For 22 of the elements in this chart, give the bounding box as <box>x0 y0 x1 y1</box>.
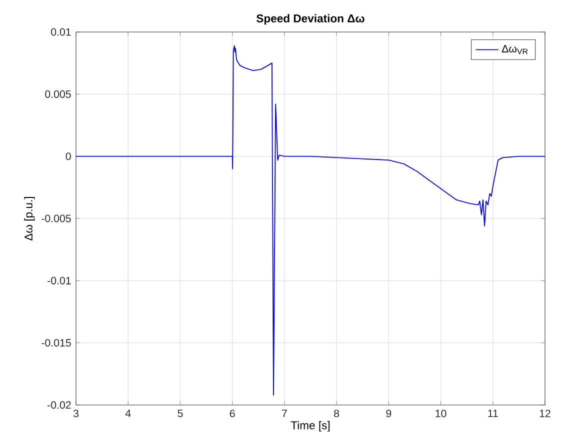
x-tick-label: 12 <box>540 410 550 418</box>
y-tick-label: -0.02 <box>48 401 71 409</box>
x-axis-title: Time [s] <box>290 421 330 432</box>
x-tick-label: 4 <box>125 410 131 418</box>
x-tick-label: 6 <box>230 410 235 418</box>
x-tick-label: 3 <box>73 410 78 418</box>
x-tick-label: 7 <box>282 410 287 418</box>
y-tick-label: 0.005 <box>45 90 71 98</box>
x-tick-label: 11 <box>488 410 498 418</box>
y-tick-label: -0.015 <box>42 339 71 347</box>
y-tick-label: -0.005 <box>42 214 71 222</box>
chart-title: Speed Deviation Δω <box>256 14 364 25</box>
x-tick-label: 8 <box>334 410 340 418</box>
line-series <box>76 45 545 396</box>
x-tick-label: 10 <box>436 410 446 418</box>
y-tick-label: 0.01 <box>51 28 71 36</box>
x-tick-label: 9 <box>386 410 392 418</box>
x-tick-label: 5 <box>178 410 183 418</box>
legend-label: Δω$_{VR}$ <box>502 45 528 54</box>
y-tick-label: -0.01 <box>48 276 71 284</box>
y-tick-label: 0 <box>66 152 71 160</box>
y-axis-title: Δω [p.u.] <box>24 197 35 240</box>
